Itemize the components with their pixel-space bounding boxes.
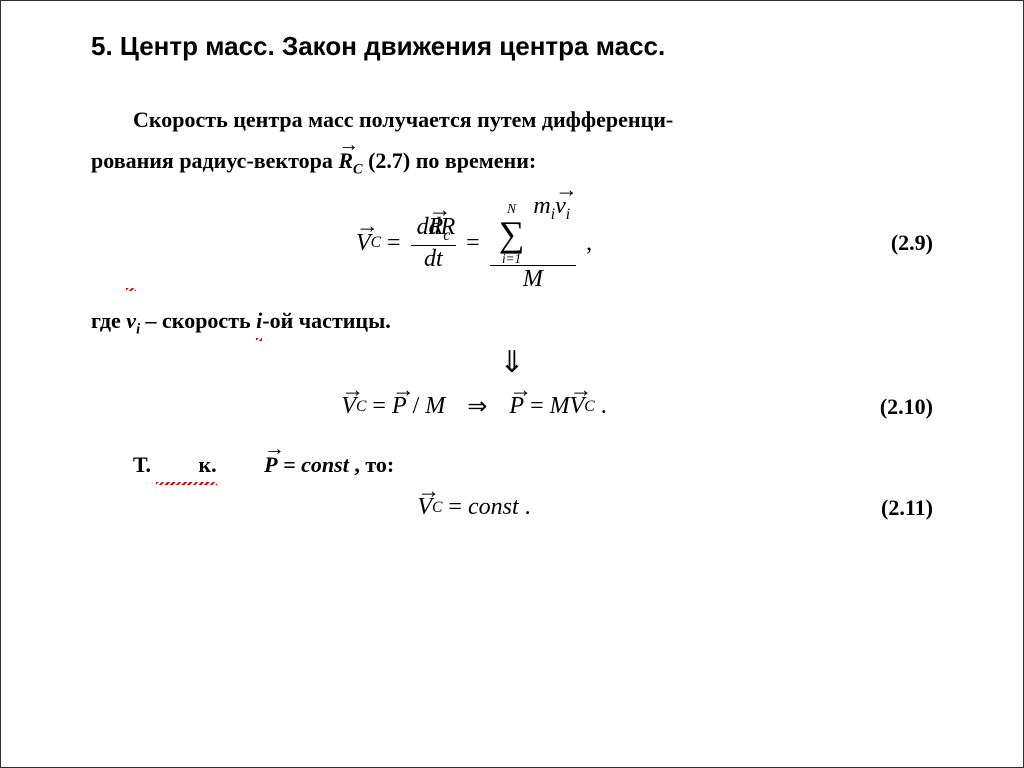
fraction-dRc-dt: ddRRc dt xyxy=(411,214,457,273)
equation-label-2-11: (2.11) xyxy=(863,495,933,521)
subscript-C: C xyxy=(353,162,363,178)
period: . xyxy=(525,494,531,521)
text-const: = const xyxy=(278,452,349,477)
vector-P: P xyxy=(509,393,524,420)
paragraph-1-line2: рования радиус-вектора RC (2.7) по време… xyxy=(91,143,933,181)
text: , то: xyxy=(354,452,394,477)
equals-sign: = xyxy=(387,230,401,257)
equation-label-2-10: (2.10) xyxy=(863,394,933,420)
vector-Vc: V xyxy=(417,494,432,521)
text: где xyxy=(91,308,126,333)
text: -ой частицы. xyxy=(262,308,391,333)
equation-body: VC = const. xyxy=(91,494,863,521)
symbol-M: M xyxy=(425,393,445,420)
text-const: const xyxy=(468,494,519,521)
equals-sign: = xyxy=(372,393,386,420)
paragraph-3: Т. к. P = const , то: xyxy=(91,447,933,482)
vector-P: P xyxy=(392,393,407,420)
paragraph-2: где vi – скорость i-ой частицы. xyxy=(91,303,933,341)
down-arrow-icon: ⇓ xyxy=(91,345,933,380)
symbol-m: m xyxy=(533,193,550,219)
symbol-dt: dt xyxy=(418,246,449,273)
symbol-M: M xyxy=(550,393,570,420)
equals-sign: = xyxy=(530,393,544,420)
page: 5. Центр масс. Закон движения центра мас… xyxy=(0,0,1024,768)
equation-body: VC = ddRRc dt = N ∑ i=1 mivi M xyxy=(91,193,863,292)
equation-2-11: VC = const. (2.11) xyxy=(91,494,933,521)
equals-sign: = xyxy=(466,230,480,257)
text: рования радиус-вектора xyxy=(91,148,338,173)
equals-sign: = xyxy=(448,494,462,521)
fraction-sum: N ∑ i=1 mivi M xyxy=(490,193,576,292)
vector-vi: v xyxy=(555,193,566,220)
symbol-P: P xyxy=(264,452,277,477)
vector-vi: vi xyxy=(126,308,145,333)
text: – скорость xyxy=(146,308,257,333)
inline-eq-P-const: P = const xyxy=(222,452,354,477)
comma: , xyxy=(586,230,592,257)
vector-Vc: V xyxy=(356,230,371,257)
ref-2-7: (2.7) по времени: xyxy=(368,148,536,173)
vector-Rc: RC xyxy=(338,148,368,173)
subscript-i: i xyxy=(136,321,140,337)
symbol-i: i xyxy=(256,303,262,338)
period: . xyxy=(601,393,607,420)
summation-icon: N ∑ i=1 xyxy=(499,202,525,264)
equation-label-2-9: (2.9) xyxy=(863,230,933,256)
equation-body: VC = P / M ⇒ P = MVC. xyxy=(91,392,863,421)
text: Т. xyxy=(133,452,156,477)
text-k: к. xyxy=(156,447,216,482)
symbol-R: R xyxy=(338,148,353,173)
equation-2-10: VC = P / M ⇒ P = MVC. (2.10) xyxy=(91,392,933,421)
section-title: 5. Центр масс. Закон движения центра мас… xyxy=(91,31,933,62)
subscript-i: i xyxy=(566,206,570,223)
symbol-M: M xyxy=(517,266,549,293)
implies-arrow-icon: ⇒ xyxy=(467,392,487,421)
vector-Vc: V xyxy=(341,393,356,420)
vector-Vc: V xyxy=(570,393,585,420)
paragraph-1-line1: Скорость центра масс получается путем ди… xyxy=(91,102,933,137)
equation-2-9: VC = ddRRc dt = N ∑ i=1 mivi M xyxy=(91,193,933,292)
